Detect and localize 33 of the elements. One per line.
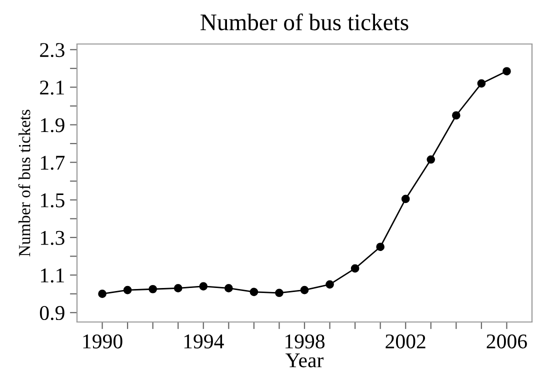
point xyxy=(250,288,258,296)
point xyxy=(326,280,334,289)
point xyxy=(477,79,486,88)
x-tick-label: 1998 xyxy=(286,334,325,348)
y-tick-label: 1.7 xyxy=(40,156,65,170)
y-axis-title: Number of bus tickets xyxy=(18,110,30,256)
point xyxy=(502,67,511,76)
x-tick-label: 2002 xyxy=(386,334,426,348)
y-tick-label: 0.9 xyxy=(40,306,64,320)
x-tick-label: 1994 xyxy=(184,334,224,348)
y-tick-label: 2.1 xyxy=(40,80,64,95)
y-tick-label: 1.9 xyxy=(40,118,64,132)
y-tick-label: 1.1 xyxy=(40,268,64,283)
x-axis-title: Year xyxy=(286,354,324,368)
point xyxy=(452,111,460,120)
point xyxy=(426,155,436,164)
point xyxy=(376,242,384,252)
y-tick-label: 1.3 xyxy=(40,230,64,245)
point xyxy=(199,282,208,290)
x-tick-label: 1990 xyxy=(83,334,122,348)
x-tick-label: 2006 xyxy=(486,334,527,348)
point xyxy=(98,290,106,298)
chart-title: Number of bus tickets xyxy=(200,13,408,30)
point xyxy=(148,284,157,294)
point xyxy=(401,194,410,204)
y-tick-label: 2.3 xyxy=(40,43,64,58)
y-tick-label: 1.5 xyxy=(40,193,64,208)
point xyxy=(174,284,182,292)
point xyxy=(275,288,284,298)
point xyxy=(123,286,132,294)
point xyxy=(350,264,360,273)
point xyxy=(300,286,309,294)
point xyxy=(224,284,233,292)
